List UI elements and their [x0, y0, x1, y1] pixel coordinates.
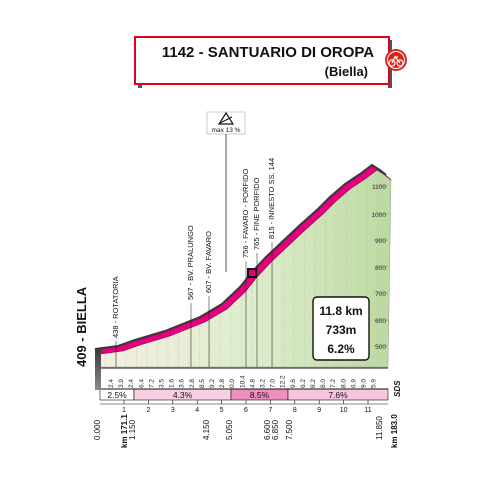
elevation-tick-label: 600: [375, 318, 386, 325]
segment-grade: 6.9: [350, 379, 357, 388]
segment-grade: 9.6: [290, 379, 297, 388]
elevation-tick-label: 1100: [372, 184, 386, 191]
labels: 438 - ROTATORIA 567 - BV. PRALUNGO 607 - B…: [95, 158, 388, 390]
km-axis-label: 1: [122, 407, 126, 414]
end-total-km: km 183.0: [390, 414, 399, 448]
dist-6: 7.500: [285, 419, 294, 440]
segment-grade: 8.5: [199, 379, 206, 388]
km-axis-label: 10: [340, 407, 348, 414]
segment-grade: 3.6: [179, 379, 186, 388]
segment-grade: 10.4: [239, 375, 246, 388]
start-total-km: km 171.1: [120, 414, 129, 448]
road-edge: [94, 163, 387, 350]
max-gradient-point-inner: [249, 270, 255, 276]
dist-5: 6.850: [271, 419, 280, 440]
waypoint-label: 765 - FINE PORFIDO: [252, 177, 261, 250]
segment-grade: 0.0: [229, 379, 236, 388]
segment-grade: 6.4: [138, 379, 145, 388]
segment-grade: 7.2: [330, 379, 337, 388]
grade-band-label: 2.5%: [107, 390, 127, 400]
segment-grade: 3.9: [118, 379, 125, 388]
bottom-distances: 0.000 km 171.1 1.150 4.150 5.050 6.600 6…: [93, 414, 399, 448]
start-block: [95, 350, 101, 390]
elevation-tick-label: 800: [375, 265, 386, 272]
segment-grade: 3.2: [260, 379, 267, 388]
elevation-tick-label: 500: [375, 344, 386, 351]
dist-4: 6.600: [263, 419, 272, 440]
km-axis-label: 5: [220, 407, 224, 414]
grade-bands: 2.5% 4.3% 8.5% 7.6% 1 2 3 4 5 6 7 8 9 10 11: [99, 388, 389, 414]
elevation-tick-label: 1000: [372, 212, 387, 219]
waypoint-label: 438 - ROTATORIA: [111, 276, 120, 338]
grade-band-label: 8.5%: [250, 390, 270, 400]
segment-grade: 2.8: [189, 379, 196, 388]
elevation-tick-label: 700: [375, 291, 386, 298]
max-gradient-label: max 13 %: [212, 127, 241, 134]
dist-1: 1.150: [128, 419, 137, 440]
dist-2: 4.150: [202, 419, 211, 440]
climb-title: 1142 - SANTUARIO DI OROPA: [162, 44, 374, 61]
end-km: 11.850: [375, 416, 384, 440]
elevation-tick-label: 900: [375, 238, 386, 245]
summary-avg-grade: 6.2%: [327, 342, 355, 356]
km-axis-label: 2: [146, 407, 150, 414]
grade-band-label: 4.3%: [173, 390, 193, 400]
finish-flag-icon: [385, 49, 407, 71]
segment-grade: 8.2: [310, 379, 317, 388]
km-axis-label: 9: [317, 407, 321, 414]
km-axis-label: 3: [171, 407, 175, 414]
dist-3: 5.050: [225, 419, 234, 440]
segment-grade: 9.0: [361, 379, 368, 388]
start-km: 0.000: [93, 419, 102, 440]
segment-grade: 3.5: [159, 379, 166, 388]
km-axis-label: 11: [364, 407, 371, 414]
waypoint-label: 567 - BV. PRALUNGO: [186, 225, 195, 300]
segment-grade: 7.0: [270, 379, 277, 388]
segment-grade: 6.2: [300, 379, 307, 388]
grade-band-label: 7.6%: [328, 390, 348, 400]
summary-gain: 733m: [326, 323, 357, 337]
segment-grade: 4.8: [249, 379, 256, 388]
segment-grade: 2.4: [108, 379, 115, 388]
segment-grade: 2.8: [219, 379, 226, 388]
km-axis-label: 6: [244, 407, 248, 414]
segment-grade: 8.0: [340, 379, 347, 388]
km-axis-label: 8: [293, 407, 297, 414]
waypoint-label: 607 - BV. FAVARO: [204, 231, 213, 293]
segment-grade: 8.0: [320, 379, 327, 388]
segment-grade: 9.2: [209, 379, 216, 388]
km-axis-label: 4: [195, 407, 199, 414]
segment-grade: 12.2: [280, 375, 287, 388]
segment-grade: 1.6: [169, 379, 176, 388]
title-box: 1142 - SANTUARIO DI OROPA (Biella): [134, 36, 392, 88]
climb-subtitle: (Biella): [325, 64, 368, 79]
waypoint-label: 756 - FAVARO - PORFIDO: [241, 169, 250, 258]
sds-label: SDS: [393, 380, 402, 397]
segment-grade: 2.4: [128, 379, 135, 388]
max-gradient-marker: max 13 %: [206, 111, 246, 272]
segment-grade: 7.2: [148, 379, 155, 388]
summary-distance: 11.8 km: [319, 304, 362, 318]
km-axis-label: 7: [268, 407, 272, 414]
start-label: 409 - BIELLA: [74, 286, 89, 367]
waypoint-label: 815 - INNESTO SS. 144: [267, 158, 276, 239]
summary-box: 11.8 km 733m 6.2%: [312, 296, 370, 361]
segment-grade: 5.9: [371, 379, 378, 388]
